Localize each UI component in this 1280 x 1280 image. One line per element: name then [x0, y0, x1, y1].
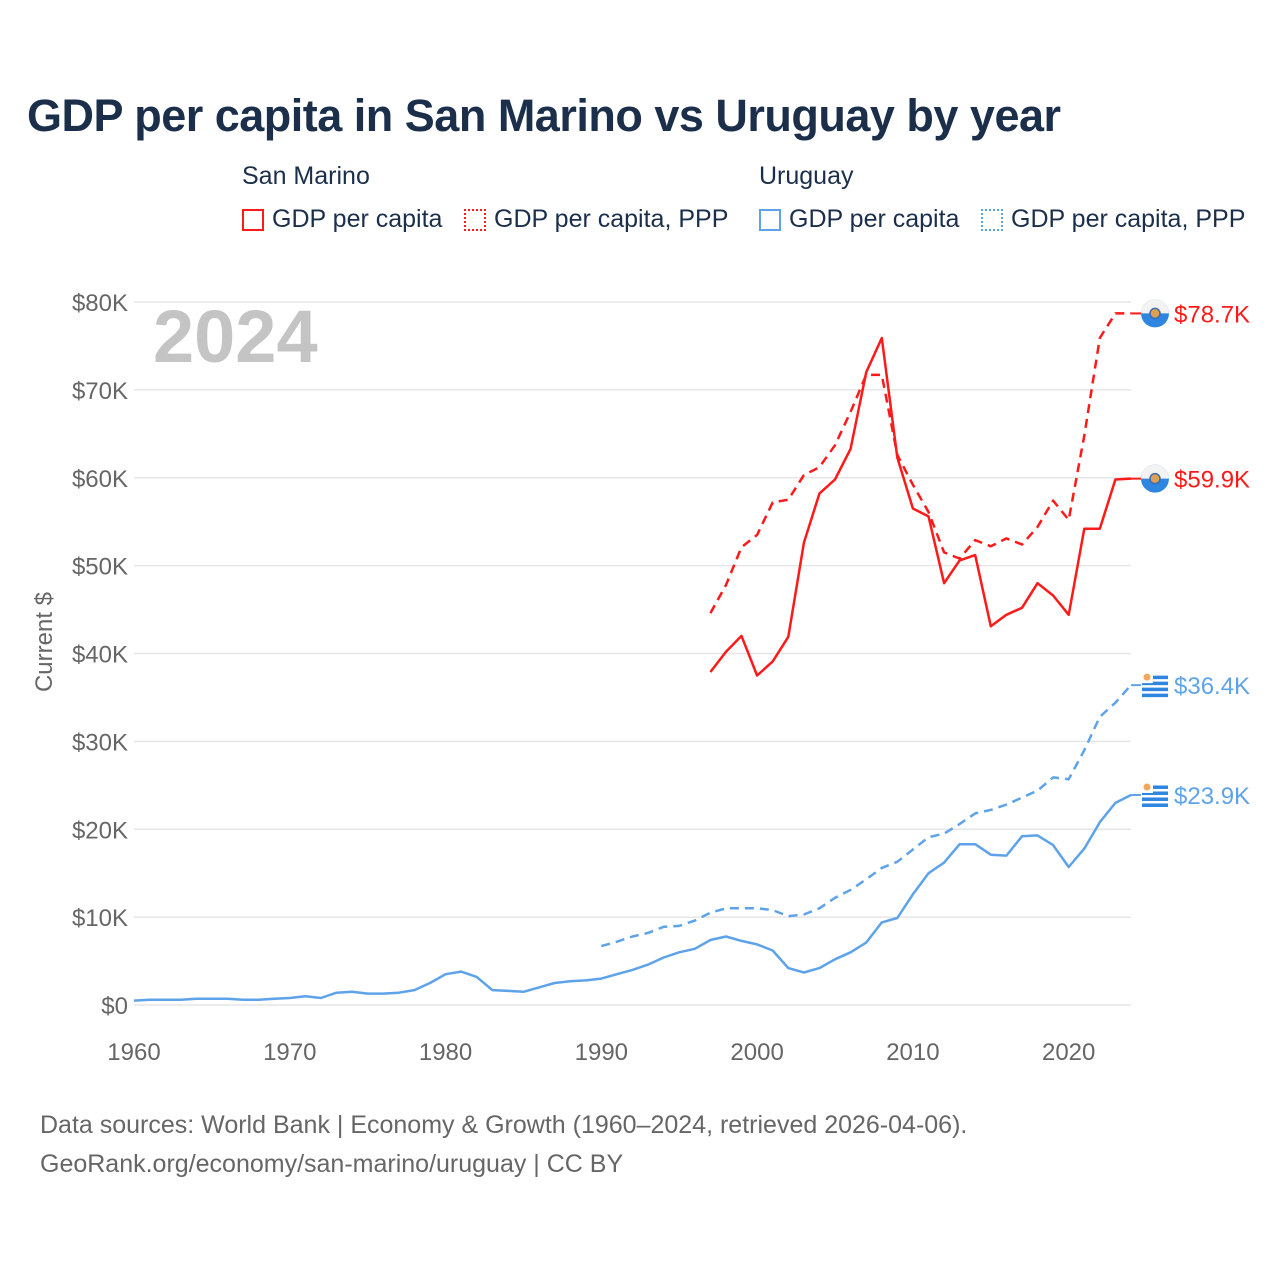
coat-of-arms-icon [1149, 472, 1161, 485]
legend-group-san-marino: San Marino [242, 162, 370, 190]
y-tick-label: $10K [72, 905, 128, 932]
end-value-label: $59.9K [1174, 467, 1250, 494]
legend-swatch-solid [242, 208, 264, 231]
sun-icon [1143, 673, 1151, 681]
flag-stripe [1142, 693, 1168, 698]
sun-icon [1143, 783, 1151, 791]
san-marino-flag-icon [1141, 299, 1169, 314]
flag-stripe [1142, 785, 1168, 789]
flag-stripe [1142, 675, 1168, 680]
end-value-label: $36.4K [1174, 673, 1250, 700]
x-tick-label: 1980 [419, 1039, 472, 1066]
chart-title: GDP per capita in San Marino vs Uruguay … [27, 90, 1061, 141]
y-tick-label: $70K [72, 378, 128, 405]
footer: Data sources: World Bank | Economy & Gro… [40, 1106, 967, 1184]
legend-item-san-marino-gdp[interactable]: GDP per capita [242, 205, 442, 234]
y-tick-label: $40K [72, 642, 128, 669]
legend-label: GDP per capita, PPP [1011, 205, 1246, 233]
y-tick-label: $80K [72, 290, 128, 317]
footer-link[interactable]: GeoRank.org/economy/san-marino/uruguay |… [40, 1150, 624, 1178]
x-tick-label: 2000 [730, 1039, 783, 1066]
coat-of-arms-icon [1149, 307, 1161, 320]
legend-group-uruguay: Uruguay [759, 162, 854, 190]
year-watermark: 2024 [153, 295, 318, 378]
flag-stripe [1142, 803, 1168, 807]
y-tick-label: $0 [101, 993, 128, 1020]
x-tick-label: 2020 [1042, 1039, 1095, 1066]
y-tick-label: $30K [72, 729, 128, 756]
end-value-label: $78.7K [1174, 301, 1250, 328]
san-marino-flag-icon [1141, 464, 1169, 479]
end-value-label: $23.9K [1174, 783, 1250, 810]
series-line-1 [709, 312, 1131, 614]
flag-stripe [1142, 791, 1168, 795]
x-tick-label: 1970 [263, 1039, 316, 1066]
legend-item-san-marino-ppp[interactable]: GDP per capita, PPP [464, 205, 728, 234]
legend-swatch-dotted [464, 208, 486, 231]
y-tick-label: $50K [72, 554, 128, 581]
legend-label: GDP per capita, PPP [494, 205, 729, 233]
legend-swatch-dotted [981, 208, 1003, 231]
x-tick-label: 1960 [107, 1039, 160, 1066]
x-tick-label: 1990 [575, 1039, 628, 1066]
legend-item-uruguay-gdp[interactable]: GDP per capita [759, 205, 959, 234]
y-tick-label: $60K [72, 466, 128, 493]
y-axis-label: Current $ [31, 592, 58, 692]
legend-label: GDP per capita [789, 205, 960, 233]
series-line-0 [709, 336, 1132, 677]
footer-sources: Data sources: World Bank | Economy & Gro… [40, 1111, 968, 1139]
flag-stripe [1142, 681, 1168, 686]
series-line-3 [600, 684, 1132, 948]
flag-stripe [1142, 687, 1168, 692]
legend-swatch-solid [759, 208, 781, 231]
legend-label: GDP per capita [272, 205, 443, 233]
y-tick-label: $20K [72, 817, 128, 844]
flag-stripe [1142, 797, 1168, 801]
x-tick-label: 2010 [886, 1039, 939, 1066]
legend-item-uruguay-ppp[interactable]: GDP per capita, PPP [981, 205, 1245, 234]
